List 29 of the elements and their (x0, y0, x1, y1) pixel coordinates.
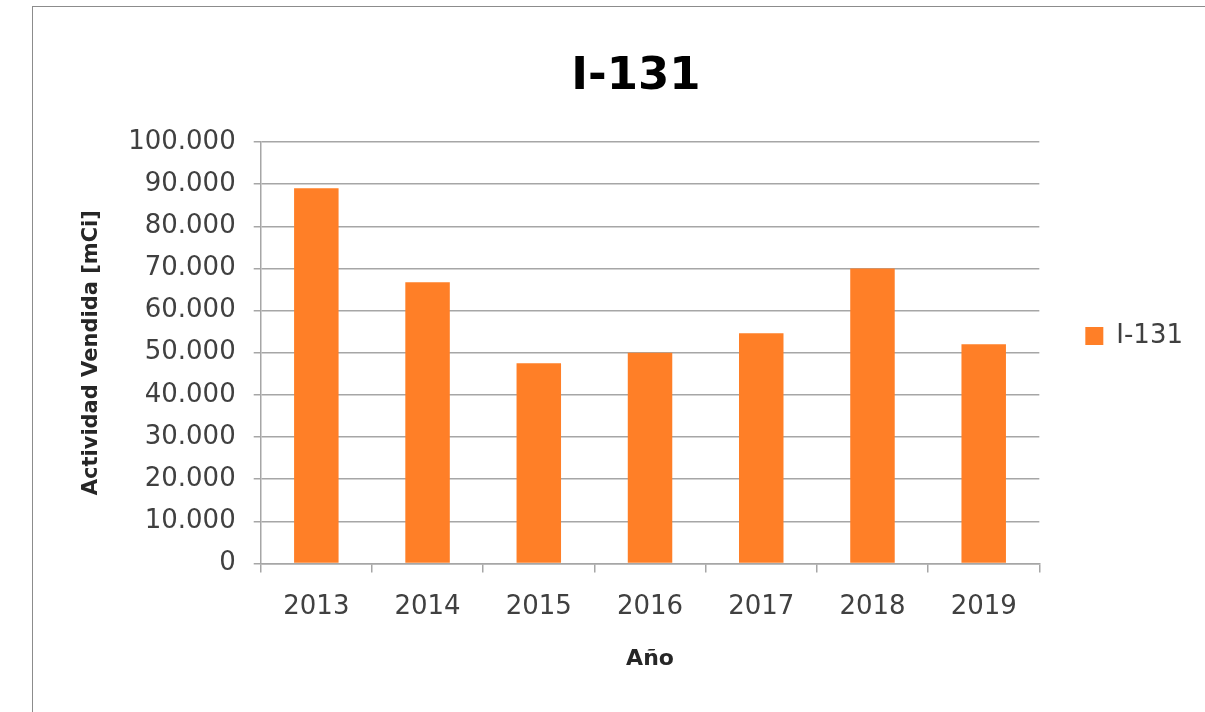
y-tick-label: 60.000 (144, 293, 236, 324)
bar (405, 282, 450, 563)
x-tick-label: 2013 (283, 589, 350, 620)
y-tick-label: 100.000 (128, 124, 236, 155)
y-tick-label: 10.000 (144, 504, 236, 535)
y-tick-label: 70.000 (144, 251, 236, 282)
bar (627, 352, 673, 563)
bar (516, 363, 562, 563)
y-tick-label: 0 (219, 546, 236, 577)
y-tick-label: 80.000 (144, 209, 236, 240)
legend-label: I-131 (1116, 318, 1184, 349)
y-tick-label: 40.000 (144, 377, 236, 408)
x-tick-label: 2019 (950, 589, 1017, 620)
x-tick-label: 2015 (505, 589, 572, 620)
y-tick-label: 30.000 (144, 419, 236, 450)
y-tick-label: 50.000 (144, 335, 236, 366)
x-tick-label: 2018 (839, 589, 906, 620)
x-tick-label: 2014 (394, 589, 461, 620)
y-axis-title: Actividad Vendida [mCi] (78, 210, 103, 496)
chart-title: I-131 (571, 46, 701, 100)
x-tick-label: 2016 (616, 589, 684, 620)
y-tick-label: 90.000 (144, 166, 236, 197)
x-tick-label: 2017 (728, 589, 795, 620)
bar (850, 268, 895, 563)
y-tick-label: 20.000 (144, 461, 236, 492)
bar (739, 333, 784, 563)
x-axis-title: Año (626, 644, 674, 670)
bar (961, 344, 1006, 563)
bar (294, 188, 339, 563)
